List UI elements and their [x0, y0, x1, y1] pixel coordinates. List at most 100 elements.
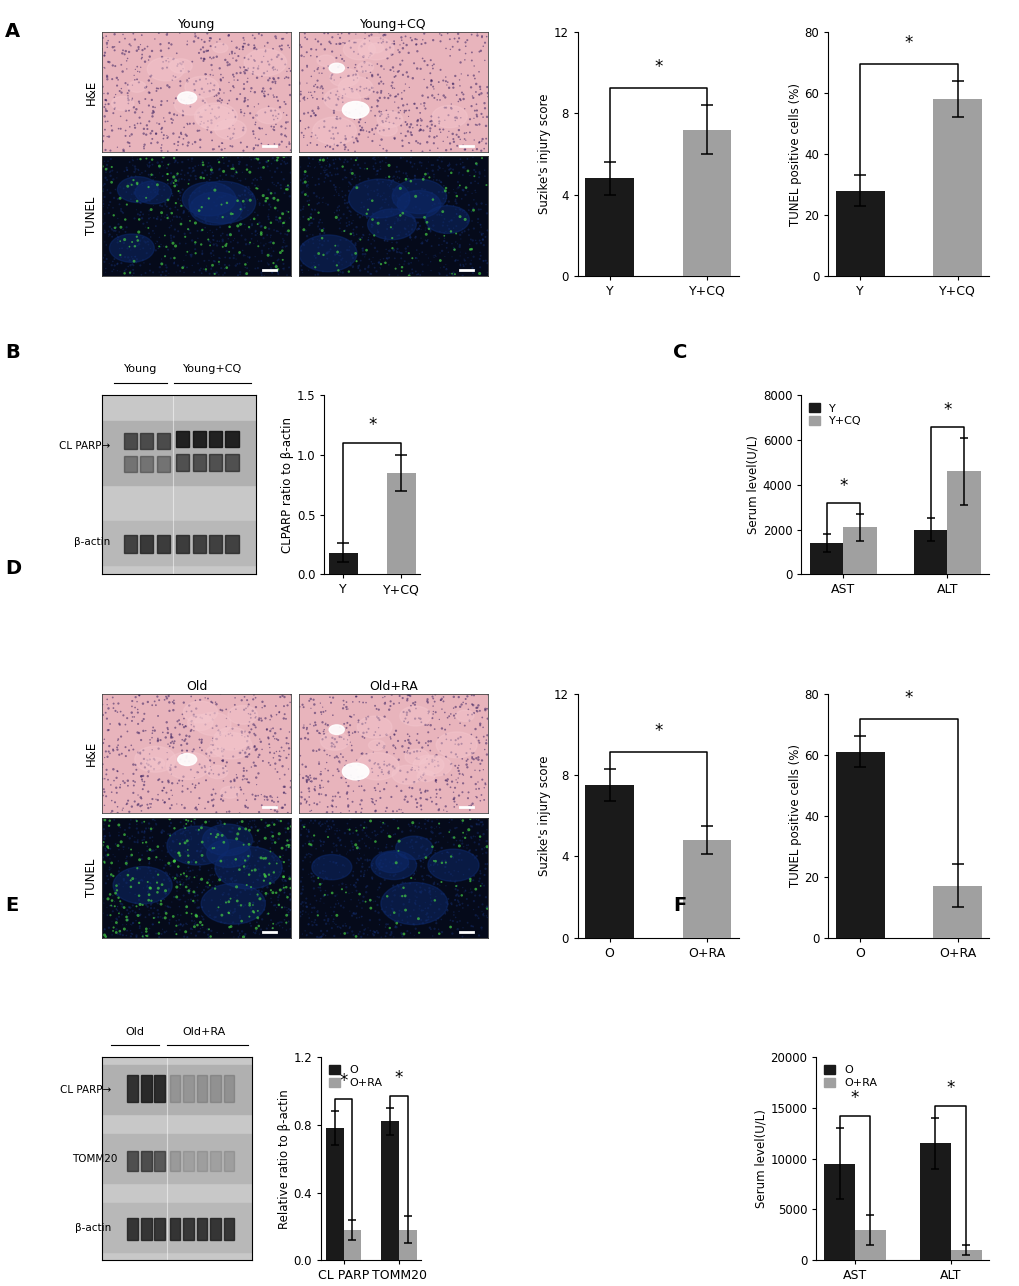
- Point: [344, 222, 361, 243]
- Point: [468, 786, 484, 806]
- Point: [178, 896, 195, 917]
- Point: [299, 769, 315, 790]
- Point: [109, 796, 125, 817]
- Point: [386, 903, 403, 923]
- Point: [460, 211, 476, 231]
- Point: [434, 181, 450, 202]
- Point: [203, 921, 219, 941]
- Point: [183, 828, 200, 849]
- Point: [97, 853, 113, 873]
- Point: [465, 916, 481, 936]
- Point: [320, 230, 336, 251]
- Y-axis label: Relative ratio to β-actin: Relative ratio to β-actin: [277, 1089, 290, 1228]
- Point: [303, 800, 319, 820]
- Point: [209, 167, 225, 188]
- Point: [418, 224, 434, 244]
- Point: [438, 233, 454, 253]
- Point: [423, 154, 439, 175]
- Point: [317, 814, 333, 835]
- Point: [387, 108, 404, 129]
- Point: [135, 832, 151, 853]
- Point: [246, 96, 262, 117]
- Point: [304, 869, 320, 890]
- Point: [210, 871, 226, 891]
- Point: [408, 33, 424, 54]
- Point: [354, 828, 370, 849]
- Point: [436, 98, 452, 118]
- Point: [269, 251, 285, 271]
- Point: [351, 123, 367, 144]
- Point: [171, 890, 187, 910]
- Point: [274, 28, 290, 49]
- Point: [235, 846, 252, 867]
- Point: [331, 177, 347, 198]
- Point: [348, 130, 365, 150]
- Point: [125, 783, 142, 804]
- Point: [161, 871, 177, 891]
- Text: *: *: [339, 1073, 347, 1091]
- Point: [388, 240, 405, 261]
- Point: [153, 234, 169, 255]
- Point: [257, 81, 273, 102]
- Point: [236, 743, 253, 764]
- Point: [174, 152, 191, 172]
- Point: [333, 878, 350, 899]
- Point: [247, 258, 263, 279]
- Point: [163, 795, 179, 815]
- Point: [194, 882, 210, 903]
- Bar: [140, 535, 153, 553]
- Point: [228, 764, 245, 784]
- Point: [140, 881, 156, 901]
- Point: [357, 112, 373, 132]
- Point: [210, 867, 226, 887]
- Point: [237, 698, 254, 719]
- Point: [302, 922, 318, 943]
- Point: [213, 750, 229, 770]
- Point: [168, 877, 184, 898]
- Point: [423, 71, 439, 91]
- Text: Old+RA: Old+RA: [182, 1026, 225, 1037]
- Point: [172, 905, 189, 926]
- Point: [385, 865, 401, 886]
- Point: [338, 877, 355, 898]
- Point: [320, 827, 336, 847]
- Point: [260, 255, 276, 275]
- Point: [170, 131, 186, 152]
- Point: [403, 907, 419, 927]
- Circle shape: [312, 854, 352, 880]
- Point: [341, 174, 358, 194]
- Point: [273, 898, 289, 918]
- Point: [388, 913, 405, 934]
- Bar: [169, 1075, 180, 1102]
- Point: [120, 93, 137, 113]
- Point: [466, 702, 482, 723]
- Point: [341, 840, 358, 860]
- Point: [97, 94, 113, 114]
- Point: [317, 167, 333, 188]
- Point: [175, 809, 192, 829]
- Point: [355, 723, 371, 743]
- Point: [115, 764, 131, 784]
- Point: [175, 203, 192, 224]
- Point: [267, 754, 283, 774]
- Point: [449, 172, 466, 193]
- Point: [228, 828, 245, 849]
- Bar: [223, 1151, 234, 1170]
- Point: [353, 847, 369, 868]
- Point: [411, 219, 427, 239]
- Point: [401, 923, 418, 944]
- Point: [372, 156, 388, 176]
- Point: [398, 114, 415, 135]
- Point: [277, 176, 293, 197]
- Point: [192, 114, 208, 135]
- Point: [191, 819, 207, 840]
- Point: [146, 759, 162, 779]
- Point: [207, 858, 223, 878]
- Point: [97, 186, 113, 207]
- Point: [297, 790, 313, 810]
- Point: [367, 149, 383, 170]
- Point: [411, 845, 427, 865]
- Point: [183, 255, 200, 275]
- Point: [127, 247, 144, 267]
- Point: [144, 894, 160, 914]
